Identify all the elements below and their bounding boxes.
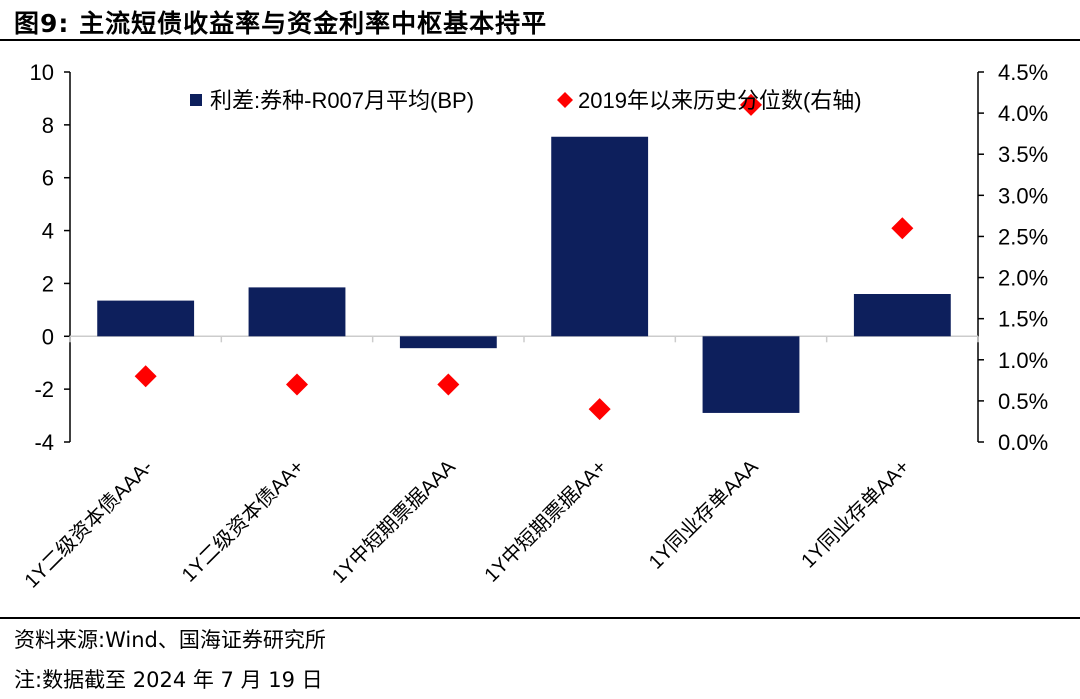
legend: 利差:券种-R007月平均(BP) 2019年以来历史分位数(右轴) — [190, 88, 862, 113]
x-axis-labels: 1Y二级资本债AAA- 1Y二级资本债AA+ 1Y中短期票据AAA 1Y中短期票据AA… — [20, 455, 914, 593]
bar — [399, 336, 497, 349]
left-tick-label: 4 — [42, 219, 54, 244]
left-tick-label: -4 — [34, 430, 54, 455]
right-tick-label: 3.5% — [998, 142, 1048, 167]
bar — [551, 136, 649, 337]
x-tick-label: 1Y同业存单AA+ — [797, 455, 914, 572]
percentile-marker — [134, 365, 157, 388]
left-tick-label: 10 — [30, 60, 54, 85]
bar-series — [97, 136, 951, 413]
figure-title: 图9: 主流短债收益率与资金利率中枢基本持平 — [14, 9, 548, 38]
left-tick-label: 6 — [42, 166, 54, 191]
percentile-marker — [891, 217, 914, 240]
right-tick-label: 4.5% — [998, 60, 1048, 85]
left-tick-label: 8 — [42, 113, 54, 138]
right-tick-label: 1.5% — [998, 307, 1048, 332]
source-note: 资料来源:Wind、国海证券研究所 — [14, 628, 326, 652]
bar — [248, 287, 346, 337]
left-tick-label: -2 — [34, 377, 54, 402]
right-tick-label: 0.5% — [998, 389, 1048, 414]
chart: 10 8 6 4 2 0 -2 -4 4.5% 4.0% 3.5% 3.0% 2.5% 2.0% 1.5% 1… — [20, 60, 1049, 593]
right-tick-label: 2.0% — [998, 266, 1048, 291]
right-tick-label: 0.0% — [998, 430, 1048, 455]
percentile-marker — [437, 373, 460, 396]
bar — [702, 336, 800, 413]
x-tick-label: 1Y中短期票据AA+ — [480, 455, 611, 586]
x-tick-label: 1Y二级资本债AA+ — [177, 455, 308, 586]
legend-bar-label: 利差:券种-R007月平均(BP) — [210, 88, 474, 113]
bar — [97, 300, 195, 337]
percentile-marker — [740, 93, 762, 116]
chart-axes: 10 8 6 4 2 0 -2 -4 4.5% 4.0% 3.5% 3.0% 2.5% 2.0% 1.5% 1… — [30, 60, 1049, 455]
x-tick-label: 1Y同业存单AAA — [644, 455, 763, 574]
x-tick-label: 1Y中短期票据AAA — [327, 455, 460, 588]
right-tick-label: 3.0% — [998, 183, 1048, 208]
source-rule — [0, 617, 1080, 619]
percentile-marker — [588, 398, 611, 421]
marker-series — [134, 93, 914, 421]
right-tick-label: 2.5% — [998, 224, 1048, 249]
legend-marker-label: 2019年以来历史分位数(右轴) — [578, 88, 862, 113]
x-tick-label: 1Y二级资本债AAA- — [20, 455, 157, 592]
left-tick-label: 2 — [42, 271, 54, 296]
right-tick-label: 1.0% — [998, 348, 1048, 373]
legend-marker-swatch — [557, 92, 573, 108]
legend-bar-swatch — [190, 94, 202, 106]
title-rule — [0, 39, 1080, 41]
data-note: 注:数据截至 2024 年 7 月 19 日 — [14, 668, 323, 692]
right-tick-label: 4.0% — [998, 101, 1048, 126]
bar — [853, 294, 951, 337]
left-tick-label: 0 — [42, 324, 54, 349]
percentile-marker — [286, 373, 308, 396]
